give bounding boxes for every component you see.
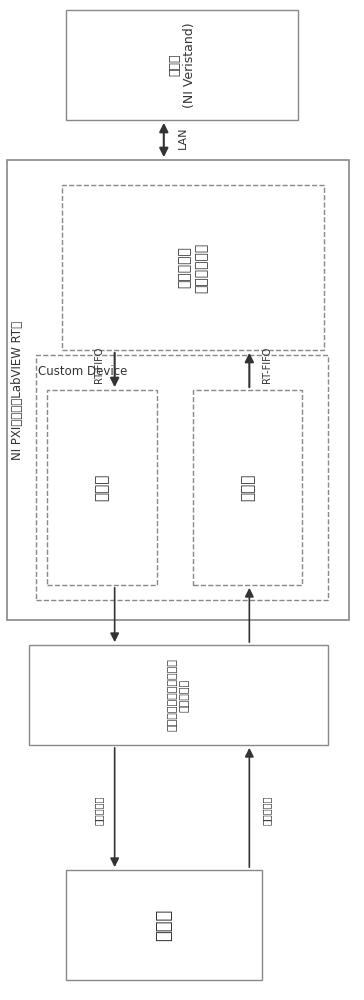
Bar xyxy=(193,390,302,585)
Bar xyxy=(36,355,328,600)
Text: 中心机: 中心机 xyxy=(155,909,173,941)
Text: 中心机数据: 中心机数据 xyxy=(262,795,272,825)
Bar xyxy=(7,160,349,620)
Text: RT-FIFO: RT-FIFO xyxy=(94,347,104,383)
Text: NI PXI控制器（LabVIEW RT）: NI PXI控制器（LabVIEW RT） xyxy=(11,320,24,460)
Text: Custom Device: Custom Device xyxy=(38,365,128,378)
Bar xyxy=(66,10,298,120)
Text: 执行器: 执行器 xyxy=(240,474,255,501)
Text: LAN: LAN xyxy=(178,127,188,149)
Bar xyxy=(29,645,328,745)
Text: 上位机
(NI Veristand): 上位机 (NI Veristand) xyxy=(168,22,196,108)
Bar xyxy=(66,870,262,980)
Text: 模拟星上单机物理接口的
各功能模拟: 模拟星上单机物理接口的 各功能模拟 xyxy=(167,659,189,731)
Text: 敏感器数据: 敏感器数据 xyxy=(94,795,104,825)
Text: RT-FIFO: RT-FIFO xyxy=(262,347,272,383)
Bar xyxy=(62,185,324,350)
Text: 敏感器: 敏感器 xyxy=(94,474,110,501)
Text: 动力学模型
空间环境仿真: 动力学模型 空间环境仿真 xyxy=(178,242,208,293)
Bar xyxy=(47,390,157,585)
